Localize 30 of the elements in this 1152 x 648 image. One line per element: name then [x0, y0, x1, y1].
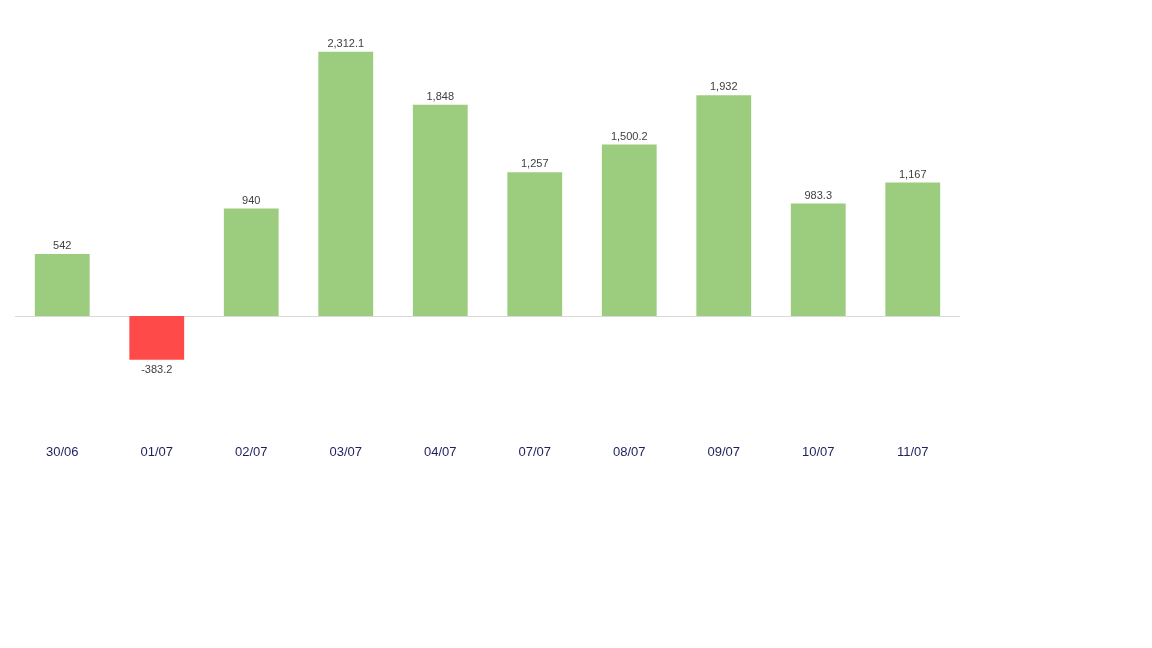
data-label: 2,312.1 — [327, 36, 365, 49]
bar — [129, 316, 185, 360]
data-label: 940 — [242, 193, 261, 206]
x-tick-label: 02/07 — [234, 444, 268, 459]
x-tick-label: 07/07 — [518, 444, 552, 459]
bar — [885, 182, 941, 317]
x-tick-label: 09/07 — [707, 444, 741, 459]
bar — [790, 203, 846, 317]
bar — [223, 208, 279, 317]
data-label: -383.2 — [141, 362, 173, 375]
x-tick-label: 11/07 — [896, 444, 929, 459]
x-tick-label: 30/06 — [45, 444, 79, 459]
data-label: 1,167 — [898, 167, 927, 180]
bar — [696, 95, 752, 317]
data-label: 1,257 — [520, 157, 549, 170]
bar — [34, 254, 90, 317]
bar — [412, 104, 468, 317]
x-tick-label: 10/07 — [801, 444, 835, 459]
data-label: 1,848 — [426, 89, 455, 102]
bar — [507, 172, 563, 317]
bar — [601, 144, 657, 317]
data-label: 983.3 — [804, 188, 833, 201]
x-tick-label: 04/07 — [423, 444, 457, 459]
x-tick-label: 01/07 — [140, 444, 174, 459]
bar — [318, 51, 374, 317]
x-tick-label: 03/07 — [329, 444, 363, 459]
x-tick-label: 08/07 — [612, 444, 646, 459]
data-label: 1,500.2 — [610, 129, 648, 142]
data-label: 1,932 — [709, 80, 738, 93]
data-label: 542 — [53, 239, 72, 252]
